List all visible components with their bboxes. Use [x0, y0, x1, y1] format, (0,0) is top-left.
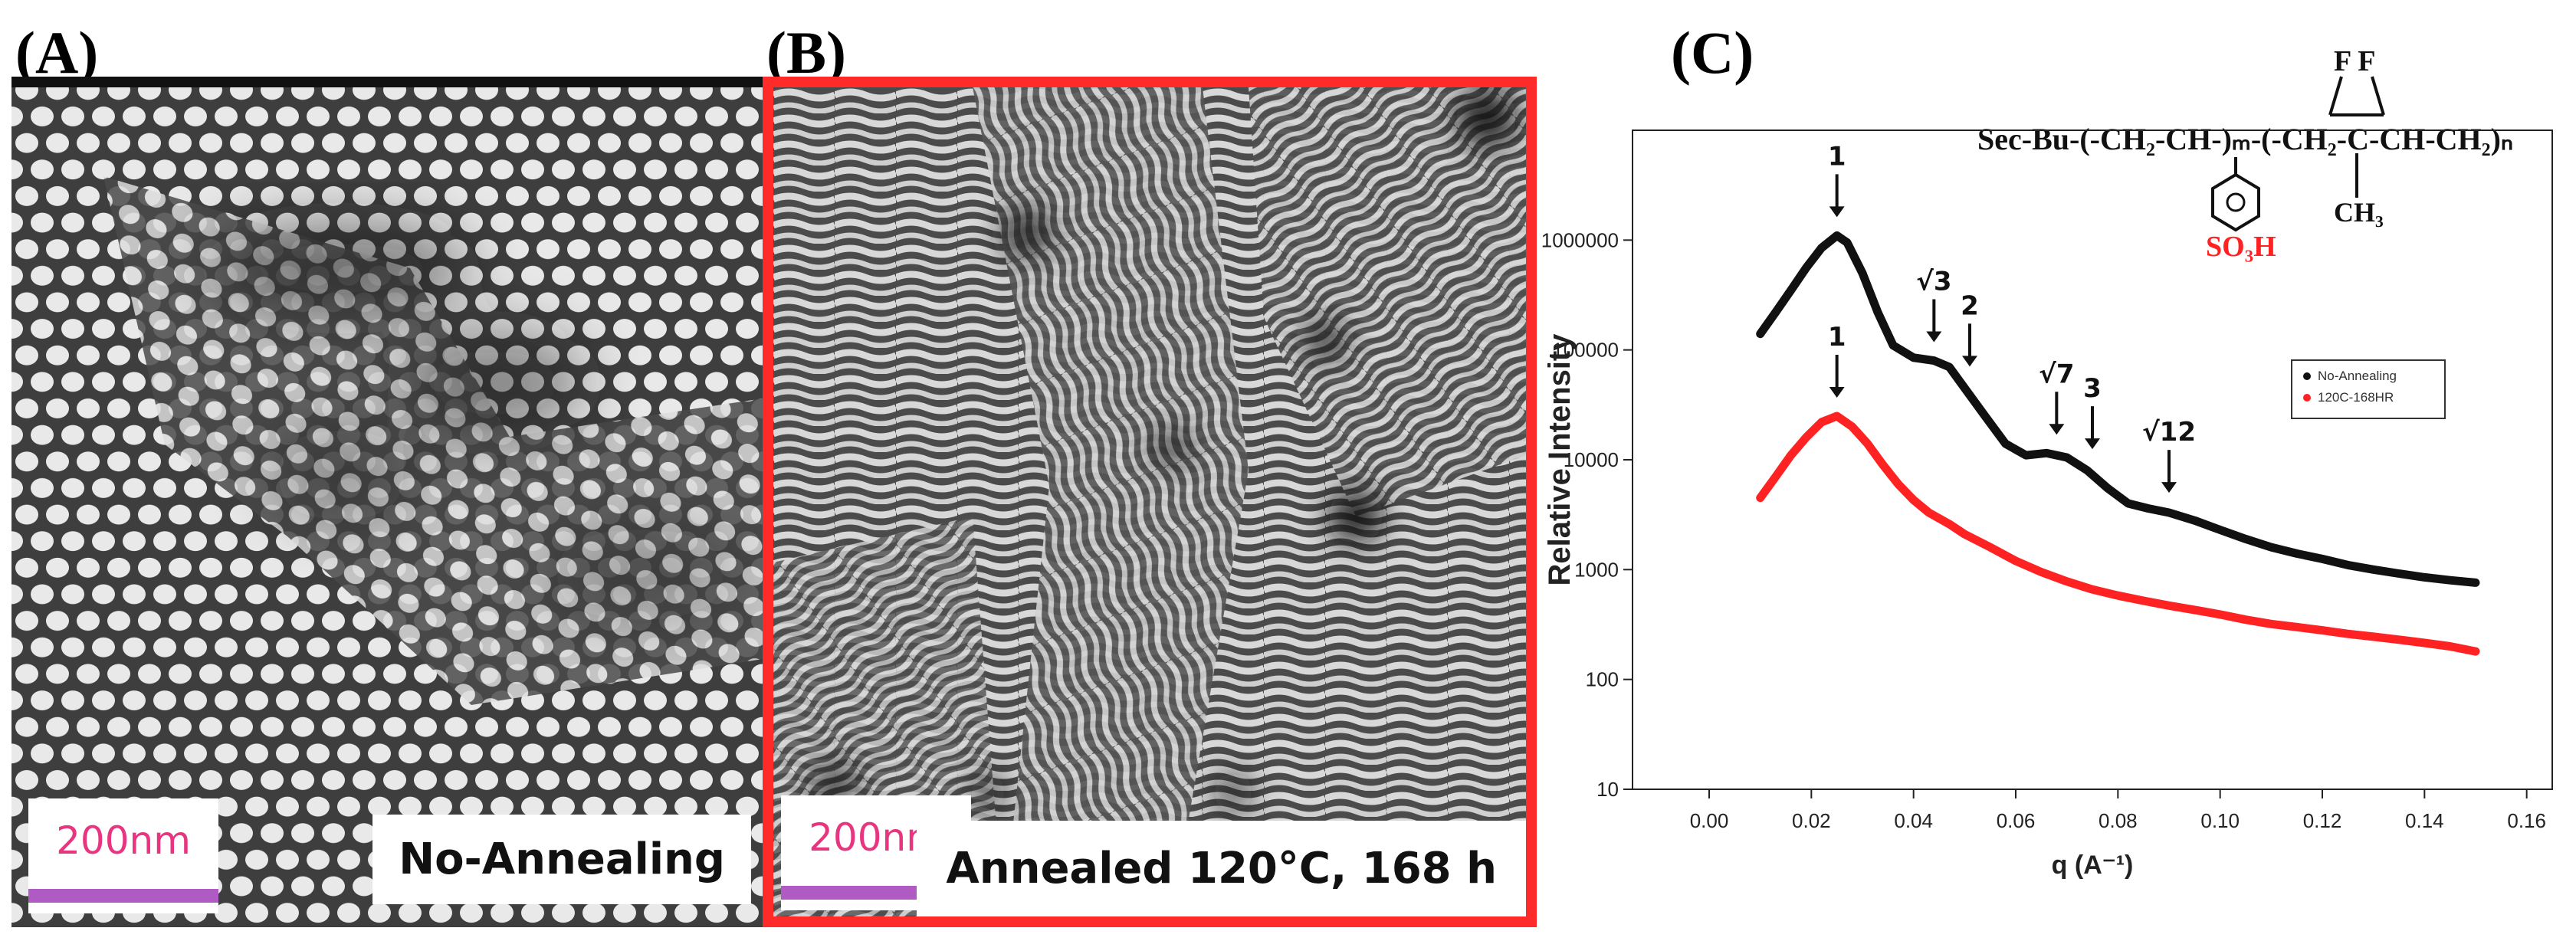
panel-b-caption: Annealed 120°C, 168 h — [917, 821, 1526, 916]
annotation-label: 2 — [1961, 290, 1979, 321]
panel-a-scale-box: 200nm — [28, 798, 218, 913]
structure-main-chain: Sec-Bu-(-CH₂-CH-)ₘ-(-CH₂-C-CH-CH₂)ₙ — [1977, 122, 2513, 156]
annotation-arrow-head — [1829, 206, 1845, 218]
x-tick-label: 0.12 — [2303, 809, 2342, 832]
y-tick-label: 1000000 — [1541, 228, 1619, 251]
x-tick-label: 0.08 — [2099, 809, 2138, 832]
x-axis-label: q (A⁻¹) — [2052, 851, 2134, 880]
annotation-label: √12 — [2142, 417, 2196, 448]
legend-entry: 120C-168HR — [2318, 390, 2394, 405]
y-tick-label: 10000 — [1564, 448, 1619, 471]
plot-frame — [1632, 130, 2553, 790]
panel-b-micrograph: 200nm Annealed 120°C, 168 h — [763, 77, 1537, 927]
annotation-label: √7 — [2039, 359, 2074, 389]
legend-box — [2291, 359, 2446, 419]
chart-annotations: 1 √3 2 √7 3 √12 1 — [1828, 141, 2196, 493]
x-tick-label: 0.00 — [1690, 809, 1729, 832]
structure-sulfonic-group: SO₃H — [2206, 231, 2276, 263]
y-tick-label: 1000 — [1574, 558, 1619, 581]
annotation-label: √3 — [1916, 267, 1951, 297]
chart-axes: 0.00 0.02 0.04 0.06 0.08 0.10 0.12 0.14 0.16 10 10… — [1541, 130, 2553, 880]
x-tick-label: 0.16 — [2507, 809, 2546, 832]
panel-c-letter: (C) — [1671, 19, 1754, 86]
chart-legend: No-Annealing 120C-168HR — [2291, 359, 2446, 419]
x-tick-label: 0.04 — [1894, 809, 1933, 832]
legend-swatch — [2303, 394, 2311, 402]
panel-b-letter: (B) — [766, 19, 846, 86]
legend-entry: No-Annealing — [2318, 369, 2397, 383]
annotation-arrow-head — [2085, 438, 2100, 450]
legend-swatch — [2303, 372, 2311, 380]
lamellar-image — [773, 87, 1526, 916]
annotation-label: 1 — [1828, 141, 1846, 172]
y-tick-label: 100 — [1586, 668, 1619, 691]
x-tick-label: 0.14 — [2405, 809, 2444, 832]
panel-a-scale-bar — [28, 889, 218, 903]
annotation-arrow-head — [2049, 424, 2065, 435]
panel-a-scale-label: 200nm — [56, 818, 191, 863]
x-tick-label: 0.06 — [1997, 809, 2036, 832]
y-tick-label: 10 — [1596, 778, 1619, 801]
panel-a-caption: No-Annealing — [372, 815, 751, 904]
panel-a-micrograph: 200nm No-Annealing — [11, 77, 766, 927]
y-tick-label: 100000 — [1552, 339, 1619, 362]
x-tick-label: 0.10 — [2200, 809, 2240, 832]
series-line-no-annealing — [1756, 231, 2480, 587]
series-line-annealed — [1756, 411, 2480, 656]
structure-fluorines: F F — [2334, 45, 2376, 77]
annotation-arrow-head — [1962, 356, 1977, 367]
annotation-label: 3 — [2083, 373, 2102, 404]
annotation-label: 1 — [1828, 322, 1846, 352]
hex-dot-image — [11, 77, 766, 927]
x-tick-label: 0.02 — [1792, 809, 1831, 832]
annotation-arrow-head — [1926, 331, 1942, 343]
y-axis-label: Relative Intensity — [1543, 333, 1577, 586]
annotation-arrow-head — [2161, 482, 2177, 493]
structure-methyl: CH₃ — [2334, 197, 2384, 228]
chart-series — [1756, 231, 2480, 656]
annotation-arrow-head — [1829, 386, 1845, 398]
panel-a-letter: (A) — [15, 19, 99, 86]
saxs-chart: 0.00 0.02 0.04 0.06 0.08 0.10 0.12 0.14 0.16 10 10… — [1541, 130, 2553, 880]
structure-bonds — [2211, 76, 2385, 232]
